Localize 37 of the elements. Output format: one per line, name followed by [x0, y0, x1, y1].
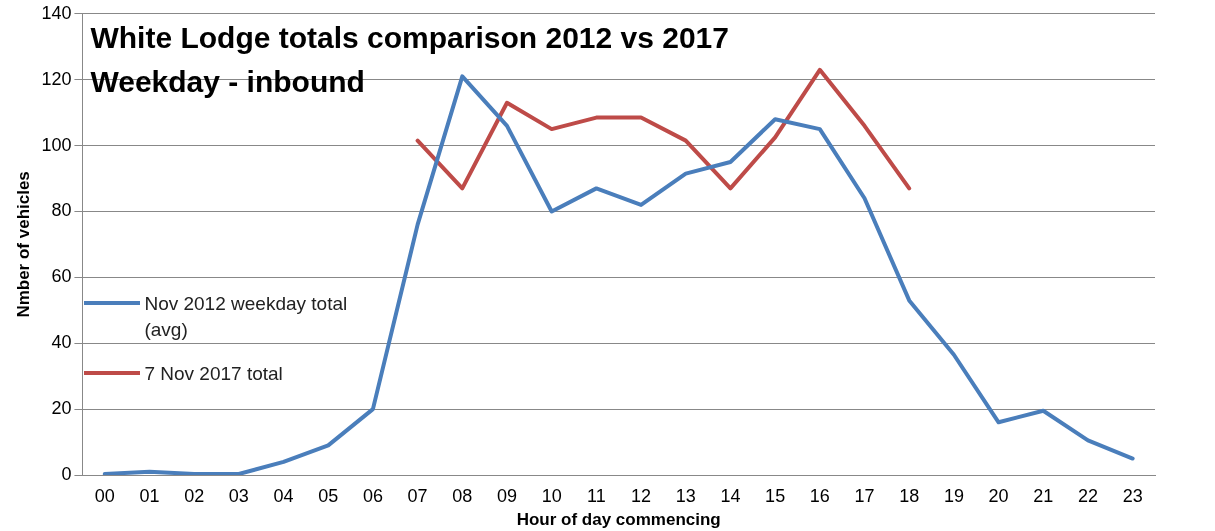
x-tick-label: 20	[988, 485, 1009, 506]
x-tick-label: 02	[184, 485, 205, 506]
x-tick-label: 14	[720, 485, 741, 506]
y-tick-label: 120	[41, 68, 72, 89]
legend-label: Nov 2012 weekday total (avg)	[144, 291, 349, 342]
x-tick-label: 03	[228, 485, 249, 506]
x-tick-label: 09	[496, 485, 518, 506]
x-tick-label: 16	[809, 485, 830, 506]
y-tick-label: 100	[41, 134, 72, 155]
x-tick-label: 00	[94, 485, 115, 506]
x-tick-label: 21	[1033, 485, 1054, 506]
y-tick-label: 60	[51, 266, 72, 287]
y-tick-label: 40	[51, 332, 72, 353]
x-tick-label: 11	[587, 485, 606, 506]
x-tick-label: 07	[407, 485, 428, 506]
x-tick-label: 04	[273, 485, 294, 506]
x-tick-label: 12	[631, 485, 652, 506]
x-axis-title: Hour of day commencing	[516, 510, 721, 530]
x-tick-label: 08	[452, 485, 473, 506]
x-tick-label: 18	[899, 485, 920, 506]
x-tick-label: 15	[765, 485, 786, 506]
text: White Lodge totals comparison 2012 vs 2017 Weekday - inbound	[90, 19, 729, 100]
y-tick-label: 140	[41, 2, 72, 23]
y-tick-label: 80	[51, 200, 72, 221]
y-tick-label: 20	[51, 398, 72, 419]
x-tick-label: 22	[1077, 485, 1098, 506]
x-tick-label: 23	[1122, 485, 1143, 506]
legend-label: 7 Nov 2017 total	[144, 361, 284, 386]
x-tick-label: 06	[362, 485, 383, 506]
x-tick-label: 17	[854, 485, 875, 506]
x-tick-label: 10	[541, 485, 562, 506]
x-tick-label: 19	[943, 485, 964, 506]
x-tick-label: 05	[318, 485, 339, 506]
x-tick-label: 01	[139, 485, 160, 506]
y-axis-title: Nmber of vehicles	[13, 171, 33, 318]
x-tick-label: 13	[675, 485, 696, 506]
y-tick-label: 0	[61, 463, 72, 484]
